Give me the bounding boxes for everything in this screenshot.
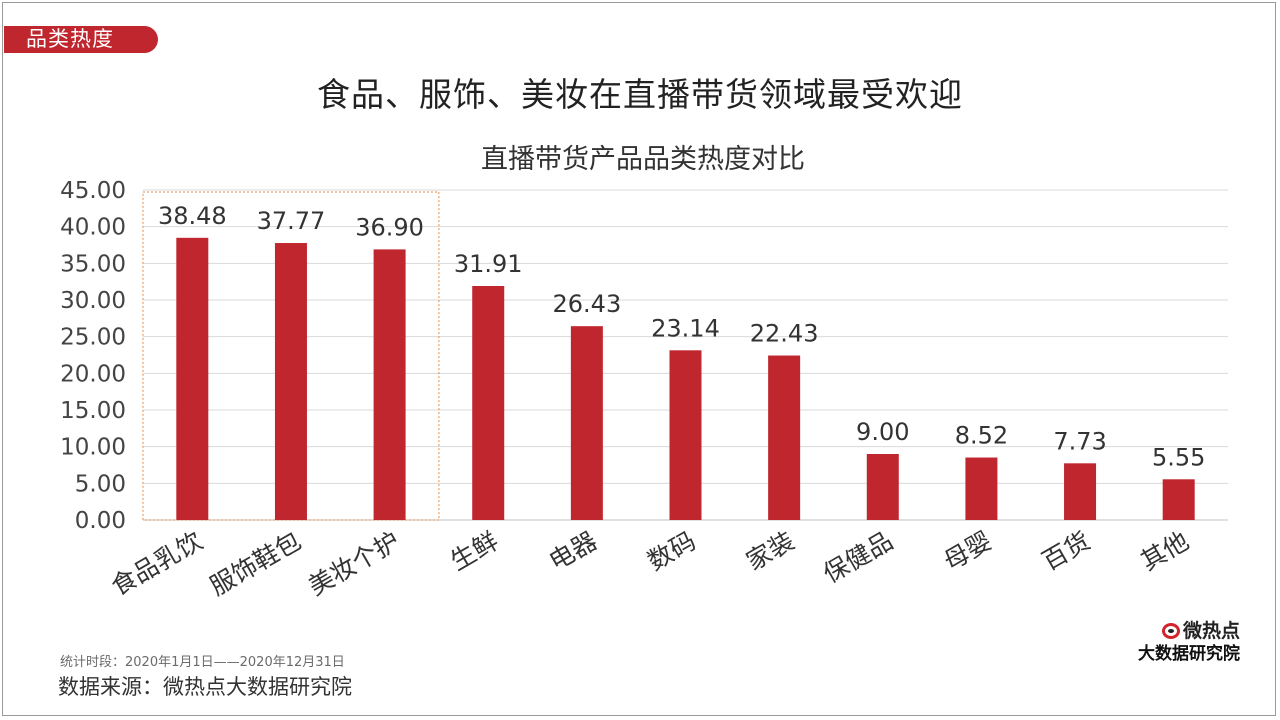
x-tick-label: 美妆个护 [303,526,404,600]
value-labels: 38.48 37.77 36.90 31.91 26.43 23.14 22.43 9.00 8… [158,202,1205,471]
weibo-eye-icon [1161,623,1180,639]
x-tick-label: 服饰鞋包 [205,526,306,600]
bar-value-label: 9.00 [856,418,909,446]
bar-value-label: 37.77 [257,207,326,235]
y-tick-label: 30.00 [60,288,126,314]
bar-value-label: 8.52 [955,422,1008,450]
y-tick-label: 45.00 [60,178,126,204]
bar-value-label: 26.43 [553,290,622,318]
x-tick-label: 数码 [643,526,701,576]
bar-value-label: 38.48 [158,202,227,230]
bar-value-label: 31.91 [454,250,523,278]
y-tick-label: 5.00 [75,471,126,497]
bar-value-label: 22.43 [750,320,819,348]
bar [176,237,209,520]
y-tick-label: 10.00 [60,435,126,461]
bar-value-label: 5.55 [1152,443,1205,471]
bar-chart: 直播带货产品品类热度对比 38.48 37.77 36.90 31.91 26.43 23… [60,144,1228,600]
bar [1162,479,1195,520]
gridlines [143,189,1228,521]
bar [1064,463,1097,520]
bar [669,350,702,520]
x-tick-label: 百货 [1037,526,1095,576]
y-axis-ticks: 0.00 5.00 10.00 15.00 20.00 25.00 30.00 35.00 40… [60,178,126,534]
y-tick-label: 35.00 [60,251,126,277]
chart-title: 直播带货产品品类热度对比 [481,144,805,175]
x-tick-label: 其他 [1136,526,1194,576]
y-tick-label: 20.00 [60,361,126,387]
brand-logo: 微热点 大数据研究院 [1110,620,1240,666]
data-source: 数据来源：微热点大数据研究院 [58,675,352,699]
x-tick-label: 母婴 [939,526,997,576]
bar-value-label: 7.73 [1053,427,1106,455]
section-tag: 品类热度 [4,26,158,53]
brand-name: 微热点 [1182,620,1240,642]
bar [965,457,998,520]
stat-period-note: 统计时段：2020年1月1日——2020年12月31日 [60,655,345,670]
bar [768,355,801,520]
y-tick-label: 40.00 [60,215,126,241]
bar-value-label: 23.14 [651,314,720,342]
x-tick-label: 保健品 [818,526,897,589]
x-tick-label: 电器 [544,526,602,576]
y-tick-label: 0.00 [75,508,126,534]
slide-headline: 食品、服饰、美妆在直播带货领域最受欢迎 [317,75,963,114]
bar [472,285,505,520]
brand-subtitle: 大数据研究院 [1138,644,1240,664]
bar [274,243,307,520]
bar-value-label: 36.90 [355,213,424,241]
x-tick-label: 生鲜 [445,526,503,576]
x-tick-label: 食品乳饮 [106,526,207,600]
y-tick-label: 25.00 [60,325,126,351]
bar [866,454,899,520]
y-tick-label: 15.00 [60,398,126,424]
x-tick-label: 家装 [741,526,799,576]
bar [373,249,406,520]
bar [570,326,603,520]
bars [176,237,1195,520]
